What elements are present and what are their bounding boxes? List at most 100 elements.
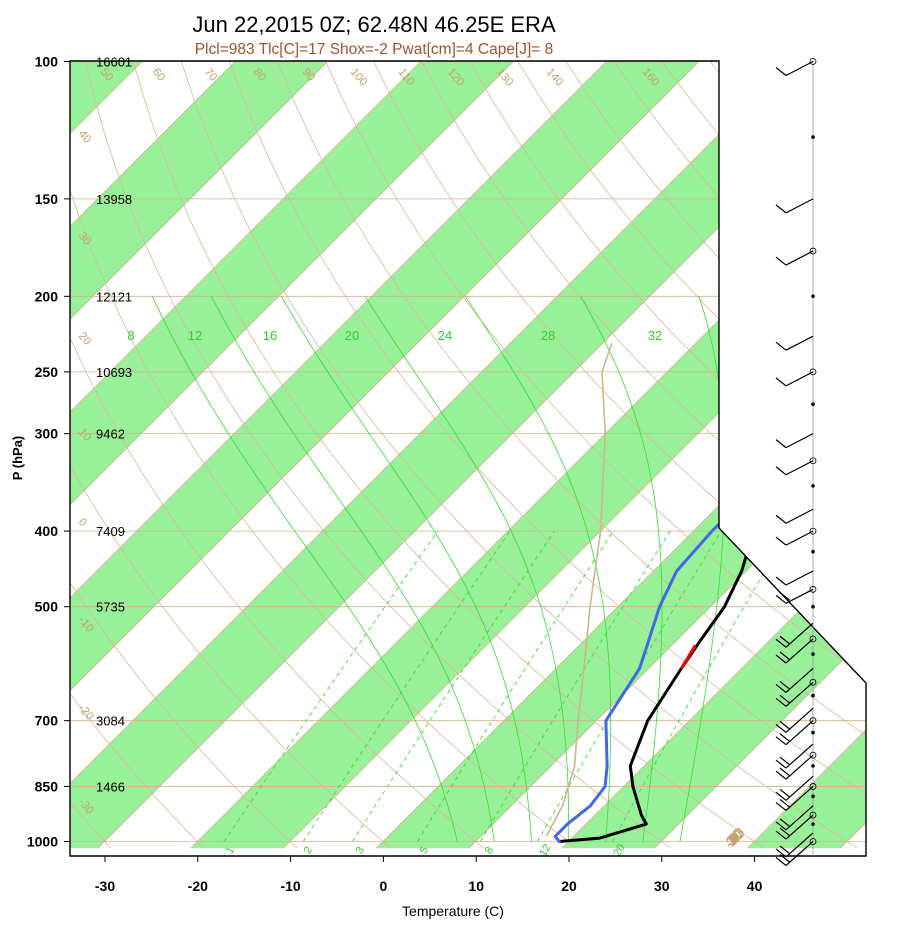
moist-adiabat-lines: [151, 296, 726, 842]
wind-barb-flag: [779, 694, 791, 704]
wind-barb-shaft: [785, 433, 814, 449]
pressure-tick-label: 200: [35, 288, 59, 304]
wind-barb-shaft: [785, 668, 814, 693]
wind-barb-flag: [775, 848, 787, 858]
wind-barb-flag: [775, 759, 787, 769]
wind-barb-shaft: [785, 570, 814, 586]
moist-adiabat-line: [211, 296, 495, 842]
wind-barb-flag: [779, 798, 791, 808]
wind-barb-flag: [775, 821, 787, 831]
wind-barb-shaft: [785, 707, 814, 733]
moist-adiabat-line: [580, 296, 663, 842]
wind-station-circle: [809, 811, 817, 819]
isotherm-bands: [70, 61, 866, 849]
dry-adiabat-line: [805, 61, 866, 849]
cape-segment: [680, 644, 697, 670]
mixing-ratio-label: 5: [418, 845, 431, 856]
wind-barb-shaft: [785, 841, 814, 866]
pressure-tick-label: 700: [35, 713, 59, 729]
wind-barb-shaft: [785, 785, 814, 811]
wind-station-circle: [809, 368, 817, 376]
wind-station-circle: [809, 678, 817, 686]
x-axis-label: Temperature (C): [402, 903, 504, 919]
wind-station-circle: [809, 783, 817, 790]
temperature-tick-label: -20: [188, 878, 208, 894]
pressure-tick-label: 100: [35, 54, 59, 70]
mixing-ratio-line: [352, 530, 555, 842]
temperature-tick-label: -10: [280, 878, 300, 894]
wind-barb-flag: [775, 576, 787, 586]
temperature-tick-label: 30: [654, 878, 670, 894]
wind-calm-dot: [811, 484, 815, 488]
wind-barb-shaft: [785, 814, 814, 840]
dry-adiabat-line: [70, 61, 485, 849]
wind-barb-flag: [775, 830, 787, 840]
isotherm-band: [70, 61, 699, 849]
mixing-ratio-line: [612, 530, 789, 842]
y-axis-label: P (hPa): [10, 436, 25, 481]
pressure-tick-label: 250: [35, 364, 59, 380]
dry-adiabat-label: 140: [544, 66, 566, 88]
mixing-ratio-label: 2: [302, 845, 315, 856]
chart-title: Jun 22,2015 0Z; 62.48N 46.25E ERA: [192, 12, 556, 37]
wind-station-circle: [809, 457, 817, 465]
wind-barb-flag: [779, 591, 791, 601]
wind-barb-flag: [775, 857, 787, 866]
moist-adiabat-line: [464, 296, 612, 842]
wind-barb-flag: [779, 845, 791, 855]
temperature-tick-label: 0: [380, 878, 388, 894]
wind-barb-flag: [779, 854, 791, 863]
dry-adiabat-line: [84, 61, 671, 849]
temperature-tick-label: 20: [561, 878, 577, 894]
isotherm-line: [70, 61, 607, 849]
moist-adiabat-label: 32: [648, 328, 662, 343]
isotherm-band: [70, 61, 328, 849]
wind-barb-flag: [779, 680, 791, 690]
height-label: 9462: [96, 427, 125, 442]
moist-adiabat-label: 16: [263, 328, 277, 343]
wind-barb-shaft: [785, 198, 814, 214]
wind-barb-shaft: [785, 681, 814, 707]
dry-adiabat-label: 100: [348, 66, 370, 88]
mixing-ratio-label: 8: [483, 845, 496, 856]
chart-subtitle: Plcl=983 Tlc[C]=17 Shox=-2 Pwat[cm]=4 Ca…: [195, 41, 554, 58]
wind-station-circle: [809, 527, 817, 535]
height-label: 1466: [96, 779, 125, 794]
wind-calm-dot: [811, 794, 815, 799]
wind-barb-shaft: [785, 588, 814, 604]
mixing-ratio-line: [417, 530, 614, 842]
wind-barb-flag: [775, 683, 787, 693]
dry-adiabat-line: [854, 61, 866, 849]
wind-barbs: [775, 58, 817, 866]
wind-barb-shaft: [785, 832, 814, 858]
pressure-tick-label: 850: [35, 778, 59, 794]
pressure-tick-label: 1000: [27, 834, 58, 850]
wind-calm-dot: [811, 822, 815, 826]
wind-barb-flag: [775, 638, 787, 648]
isotherm-line: [70, 61, 421, 849]
isotherm-line: [70, 61, 329, 849]
wind-barb-flag: [775, 536, 787, 546]
wind-barb-flag: [779, 651, 791, 661]
parcel-curve: [545, 342, 613, 837]
wind-station-circle: [809, 838, 817, 845]
temperature-axis: -30 -20 -10 0 10 20 30 40: [95, 856, 763, 894]
wind-barb-flag: [779, 788, 791, 798]
wind-calm-dot: [811, 135, 815, 139]
wind-barb-flag: [775, 791, 787, 801]
wind-barb-shaft: [785, 805, 814, 831]
pressure-tick-label: 300: [35, 426, 59, 442]
wind-barb-flag: [779, 756, 791, 766]
dry-adiabat-line: [325, 61, 866, 849]
moist-adiabat-line: [281, 296, 532, 842]
wind-station-circle: [809, 58, 817, 65]
isotherm-line: [283, 61, 866, 849]
wind-barb-shaft: [785, 335, 814, 351]
dry-adiabat-line: [133, 61, 765, 849]
dry-adiabat-label: 60: [150, 66, 167, 84]
dry-adiabat-line: [70, 61, 298, 849]
wind-barb-flag: [775, 67, 787, 76]
wind-barb-shaft: [785, 743, 814, 769]
wind-barb-flag: [775, 770, 787, 780]
mixing-ratio-label: 3: [354, 845, 367, 856]
